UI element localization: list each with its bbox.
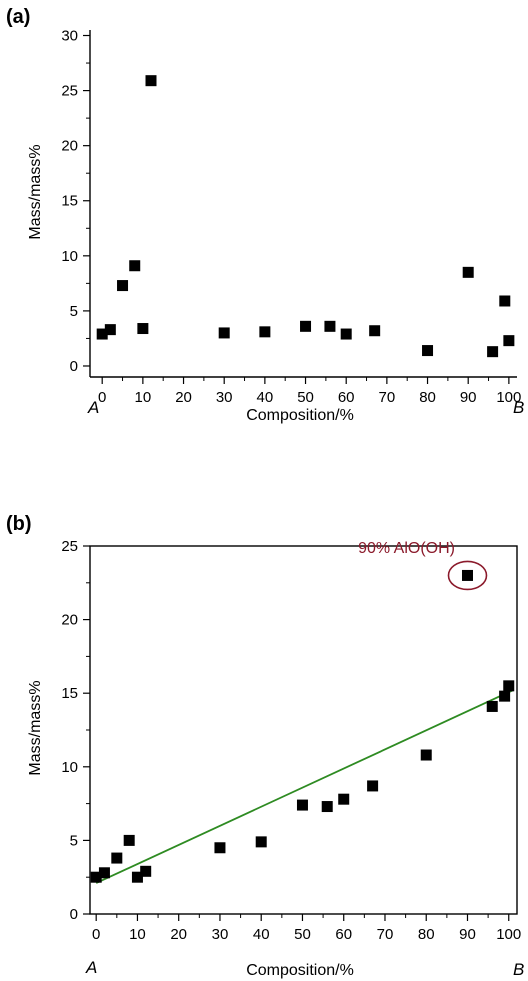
panel-b-label: (b): [6, 513, 32, 535]
panel-b-y-tick-label: 0: [70, 906, 78, 923]
panel-a-x-right-end-label: B: [513, 398, 524, 417]
panel-a-axes: 0 10 20 30 40 50 60 70 80 90 100 0 5 10 15 20 25 30: [61, 28, 521, 406]
panel-a-data-point: [96, 328, 108, 340]
panel-a-y-tick-label: 15: [61, 193, 78, 210]
panel-b-x-tick-label: 70: [377, 926, 394, 943]
panel-b-data-point: [321, 801, 333, 813]
panel-a-x-axis-title: Composition/%: [246, 407, 354, 424]
panel-b-data-point: [296, 799, 308, 811]
panel-a-data-point: [259, 326, 271, 338]
panel-b-x-axis-title: Composition/%: [246, 962, 354, 979]
panel-b-annotation-label: 90% AlO(OH): [358, 540, 455, 557]
panel-a-data-point: [218, 327, 230, 339]
panel-a-data-point: [137, 323, 149, 335]
panel-b-data-point: [111, 852, 123, 864]
panel-a-x-tick-label: 90: [460, 389, 477, 406]
panel-b-x-tick-label: 100: [496, 926, 521, 943]
panel-b-x-tick-label: 50: [294, 926, 311, 943]
panel-a: (a) 0 10 20 30 40 50 60 70 80 90 100 0 5 10 15 20 25 30 C…: [6, 6, 524, 424]
panel-b-x-right-end-label: B: [513, 960, 524, 979]
panel-a-y-axis-title: Mass/mass%: [27, 144, 44, 239]
panel-b-data-point: [420, 749, 432, 761]
panel-b-data-point: [140, 865, 152, 877]
panel-b-y-tick-label: 5: [70, 832, 78, 849]
panel-b-y-tick-label: 15: [61, 685, 78, 702]
panel-a-data-point: [104, 324, 116, 336]
panel-b-data-point: [131, 871, 143, 883]
panel-b-y-tick-label: 10: [61, 759, 78, 776]
panel-b: (b) 0 10 20 30 40 50 60 70 80 90 100 0 5 10 15 20 25 Com…: [6, 513, 524, 979]
panel-a-y-tick-label: 10: [61, 248, 78, 265]
panel-a-y-tick-label: 25: [61, 83, 78, 100]
panel-b-annotation-circle: [447, 560, 488, 591]
panel-a-x-tick-label: 80: [419, 389, 436, 406]
panel-a-x-tick-label: 20: [175, 389, 192, 406]
panel-a-x-tick-label: 0: [98, 389, 106, 406]
panel-a-data-point: [499, 295, 511, 307]
panel-a-data-point: [145, 75, 157, 87]
panel-a-data-point: [129, 260, 141, 272]
panel-a-label: (a): [6, 6, 30, 28]
panel-b-x-left-end-label: A: [85, 958, 97, 977]
panel-a-x-tick-label: 40: [257, 389, 274, 406]
panel-a-data-point: [324, 320, 336, 332]
panel-b-data-point: [338, 793, 350, 805]
panel-a-data-point: [300, 320, 312, 332]
panel-b-data-point: [255, 836, 267, 848]
panel-b-y-axis-title: Mass/mass%: [27, 680, 44, 775]
panel-a-data-point: [487, 346, 499, 358]
panel-b-marks: [90, 560, 515, 884]
panel-b-data-point: [98, 867, 110, 879]
panel-b-x-tick-label: 60: [335, 926, 352, 943]
panel-b-data-point: [486, 700, 498, 712]
panel-a-data-point: [340, 328, 352, 340]
panel-b-data-point: [90, 871, 102, 883]
panel-a-data-point: [503, 335, 515, 347]
panel-b-plot-frame: [89, 545, 518, 915]
panel-b-x-tick-label: 0: [92, 926, 100, 943]
panel-a-marks: [96, 75, 515, 358]
panel-b-x-tick-label: 40: [253, 926, 270, 943]
panel-a-x-tick-label: 50: [297, 389, 314, 406]
panel-b-data-point: [503, 680, 515, 692]
panel-a-y-tick-label: 30: [61, 28, 78, 45]
panel-b-y-tick-label: 25: [61, 538, 78, 555]
panel-b-y-tick-label: 20: [61, 612, 78, 629]
panel-a-x-left-end-label: A: [87, 398, 99, 417]
panel-b-data-point: [367, 780, 379, 792]
panel-a-x-tick-label: 70: [379, 389, 396, 406]
panel-b-fit-line: [95, 689, 514, 884]
panel-b-x-tick-label: 90: [459, 926, 476, 943]
panel-b-x-tick-label: 30: [212, 926, 229, 943]
panel-b-data-point: [123, 834, 135, 846]
panel-b-x-tick-label: 80: [418, 926, 435, 943]
panel-b-x-tick-label: 20: [170, 926, 187, 943]
panel-a-y-tick-label: 5: [70, 303, 78, 320]
panel-a-x-tick-label: 10: [135, 389, 152, 406]
panel-a-x-tick-label: 100: [496, 389, 521, 406]
panel-a-y-tick-label: 0: [70, 358, 78, 375]
panel-a-y-tick-label: 20: [61, 138, 78, 155]
panel-a-data-point: [369, 325, 381, 337]
panel-b-data-point: [461, 569, 473, 581]
panel-a-x-tick-label: 60: [338, 389, 355, 406]
panel-b-axes: 0 10 20 30 40 50 60 70 80 90 100 0 5 10 15 20 25: [61, 538, 521, 943]
panel-a-x-tick-label: 30: [216, 389, 233, 406]
panel-b-x-tick-label: 10: [129, 926, 146, 943]
panel-b-data-point: [214, 842, 226, 854]
panel-a-data-point: [117, 280, 129, 292]
panel-a-data-point: [422, 345, 434, 357]
panel-a-data-point: [462, 266, 474, 278]
panel-b-data-point: [499, 690, 511, 702]
